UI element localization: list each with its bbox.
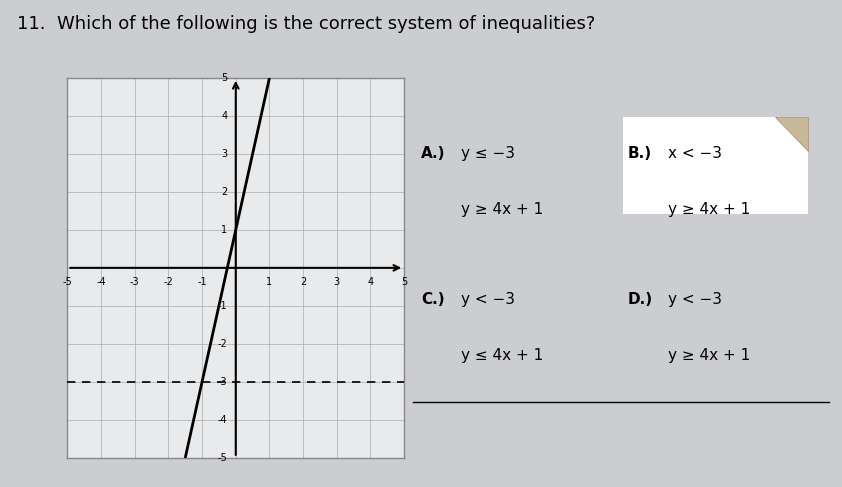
Text: B.): B.) bbox=[627, 146, 652, 161]
Text: y < −3: y < −3 bbox=[461, 292, 515, 307]
Text: y ≤ 4x + 1: y ≤ 4x + 1 bbox=[461, 348, 544, 363]
Text: y ≥ 4x + 1: y ≥ 4x + 1 bbox=[461, 202, 544, 217]
Text: 4: 4 bbox=[221, 111, 227, 121]
Text: y ≥ 4x + 1: y ≥ 4x + 1 bbox=[668, 202, 750, 217]
Text: 1: 1 bbox=[221, 225, 227, 235]
Text: 5: 5 bbox=[401, 277, 408, 287]
Text: -4: -4 bbox=[218, 415, 227, 425]
Text: x < −3: x < −3 bbox=[668, 146, 722, 161]
Text: y ≥ 4x + 1: y ≥ 4x + 1 bbox=[668, 348, 750, 363]
Text: 1: 1 bbox=[266, 277, 273, 287]
Text: y ≤ −3: y ≤ −3 bbox=[461, 146, 515, 161]
Text: 3: 3 bbox=[221, 149, 227, 159]
Text: -1: -1 bbox=[197, 277, 207, 287]
Text: -4: -4 bbox=[96, 277, 106, 287]
Text: -2: -2 bbox=[163, 277, 173, 287]
Text: D.): D.) bbox=[627, 292, 653, 307]
Text: 2: 2 bbox=[300, 277, 306, 287]
Text: 2: 2 bbox=[221, 187, 227, 197]
Text: -1: -1 bbox=[218, 301, 227, 311]
Text: C.): C.) bbox=[421, 292, 445, 307]
Text: y < −3: y < −3 bbox=[668, 292, 722, 307]
Text: -5: -5 bbox=[62, 277, 72, 287]
Text: 4: 4 bbox=[367, 277, 374, 287]
Text: 3: 3 bbox=[333, 277, 340, 287]
Text: -3: -3 bbox=[218, 377, 227, 387]
Text: -2: -2 bbox=[217, 339, 227, 349]
Text: 5: 5 bbox=[221, 73, 227, 83]
Text: 11.  Which of the following is the correct system of inequalities?: 11. Which of the following is the correc… bbox=[17, 15, 595, 33]
Text: A.): A.) bbox=[421, 146, 445, 161]
Text: -3: -3 bbox=[130, 277, 140, 287]
Text: -5: -5 bbox=[217, 453, 227, 463]
